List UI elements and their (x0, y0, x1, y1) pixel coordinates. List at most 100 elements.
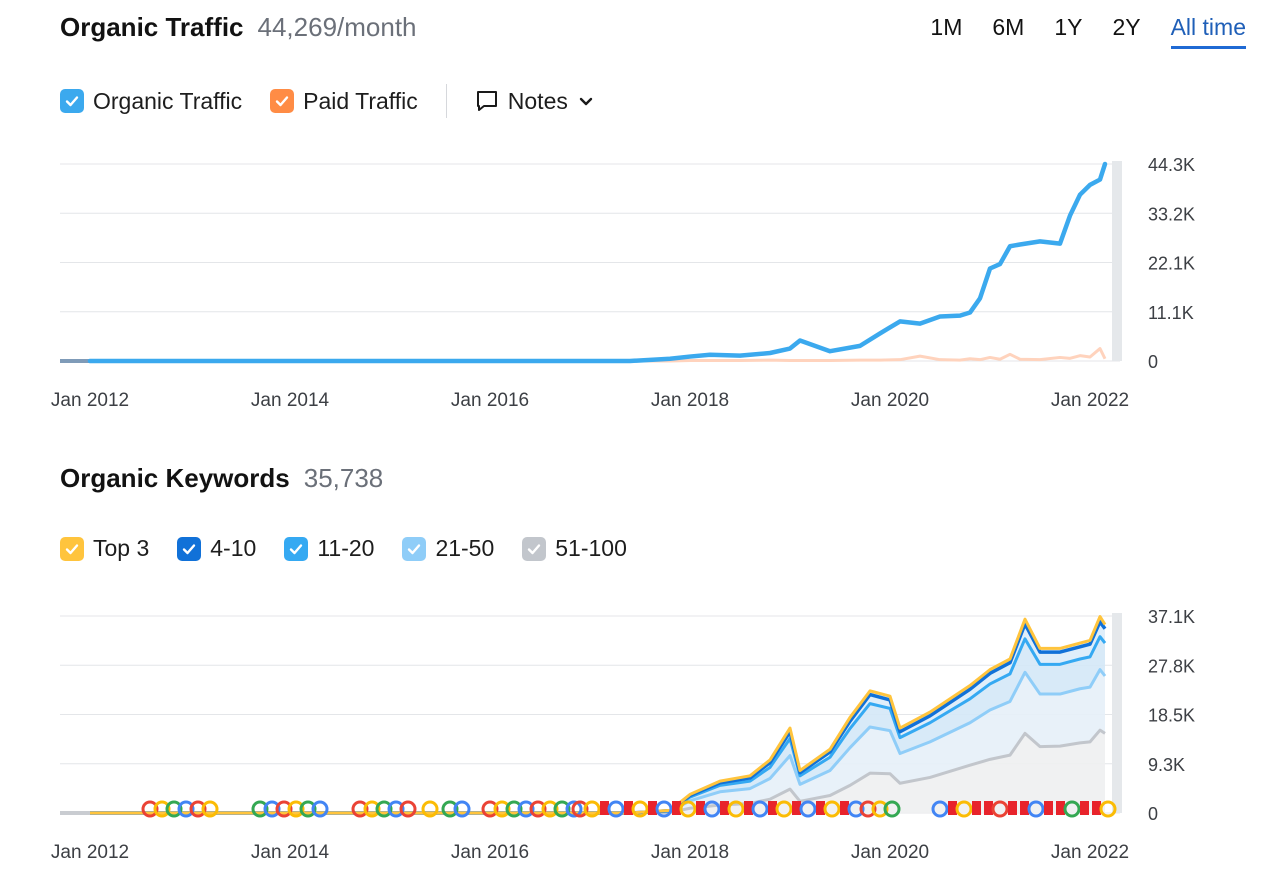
range-2y[interactable]: 2Y (1112, 14, 1141, 40)
update-marker-flag (624, 801, 633, 815)
latest-period-band (1112, 161, 1122, 361)
range-6m[interactable]: 6M (992, 14, 1025, 40)
traffic-value: 44,269/month (257, 12, 417, 42)
traffic-header: Organic Traffic 44,269/month (60, 12, 417, 43)
update-marker-g (883, 800, 901, 818)
checkbox-icon[interactable] (270, 89, 295, 113)
range-all-time[interactable]: All time (1170, 14, 1246, 49)
update-marker-flag (816, 801, 825, 815)
update-marker-g (847, 800, 865, 818)
legend-organic-traffic[interactable]: Organic Traffic (60, 88, 242, 115)
keywords-title: Organic Keywords (60, 463, 290, 493)
legend-11-20[interactable]: 11-20 (284, 535, 374, 562)
update-marker-g (859, 800, 877, 818)
x-tick-label: Jan 2020 (851, 390, 929, 411)
y-tick-label: 27.8K (1148, 656, 1195, 676)
update-marker-flag (792, 801, 801, 815)
y-tick-label: 9.3K (1148, 755, 1185, 775)
update-marker-flag (1080, 801, 1089, 815)
range-1y[interactable]: 1Y (1054, 14, 1083, 40)
update-marker-flag (840, 801, 849, 815)
x-tick-label: Jan 2018 (651, 842, 729, 863)
update-marker-flag (720, 801, 729, 815)
update-marker-flag (696, 801, 705, 815)
update-marker-flag (744, 801, 753, 815)
update-marker-g (553, 800, 571, 818)
update-marker-g (1063, 800, 1081, 818)
update-marker-g (679, 800, 697, 818)
update-marker-flag (1056, 801, 1065, 815)
traffic-chart: 0 11.1K 22.1K 33.2K 44.3K Jan 2012 Jan 2014 Jan… (0, 140, 1280, 435)
update-marker-g (177, 800, 195, 818)
update-marker-g (275, 800, 293, 818)
x-tick-label: Jan 2018 (651, 390, 729, 411)
update-marker-g (583, 800, 601, 818)
legend-label: 51-100 (555, 535, 627, 561)
x-tick-label: Jan 2014 (251, 842, 330, 863)
update-marker-g (421, 800, 439, 818)
update-marker-flag (600, 801, 609, 815)
update-marker-g (607, 800, 625, 818)
legend-label: 21-50 (435, 535, 495, 561)
update-marker-g (703, 800, 721, 818)
legend-4-10[interactable]: 4-10 (177, 535, 256, 562)
update-marker-flag (648, 801, 657, 815)
update-marker-flag (984, 801, 993, 815)
update-marker-g (453, 800, 471, 818)
notes-dropdown[interactable]: Notes (475, 88, 595, 115)
series-line-organic-traffic (87, 161, 1108, 364)
update-marker-g (655, 800, 673, 818)
update-marker-g (153, 800, 171, 818)
checkbox-icon[interactable] (60, 536, 84, 561)
keywords-header: Organic Keywords 35,738 (60, 463, 383, 494)
update-marker-g (799, 800, 817, 818)
update-marker-flag (1044, 801, 1053, 815)
update-marker-flag (972, 801, 981, 815)
comment-icon (476, 91, 497, 111)
legend-top-3[interactable]: Top 3 (60, 535, 149, 562)
update-marker-g (263, 800, 281, 818)
update-marker-g (955, 800, 973, 818)
keywords-legend: Top 3 4-10 11-20 21-50 51-100 (60, 535, 655, 562)
update-marker-g (517, 800, 535, 818)
checkbox-icon[interactable] (60, 89, 84, 113)
update-marker-g (351, 800, 369, 818)
chevron-down-icon (579, 97, 593, 106)
update-marker-flag (1020, 801, 1029, 815)
update-marker-flag (948, 801, 957, 815)
legend-label: Organic Traffic (93, 87, 243, 114)
update-marker-flag (672, 801, 681, 815)
time-range-selector: 1M 6M 1Y 2Y All time (930, 14, 1246, 49)
update-marker-g (991, 800, 1009, 818)
update-marker-g (387, 800, 405, 818)
update-marker-g (165, 800, 183, 818)
y-tick-label: 18.5K (1148, 706, 1195, 726)
range-1m[interactable]: 1M (930, 14, 963, 40)
y-tick-label: 44.3K (1148, 155, 1195, 175)
y-tick-label: 0 (1148, 804, 1158, 824)
update-marker-g (299, 800, 317, 818)
y-tick-label: 0 (1148, 352, 1158, 372)
update-marker-g (775, 800, 793, 818)
checkbox-icon[interactable] (284, 536, 309, 561)
update-marker-g (481, 800, 499, 818)
keywords-value: 35,738 (303, 463, 384, 493)
x-tick-label: Jan 2022 (1051, 842, 1129, 863)
legend-label: Paid Traffic (303, 87, 418, 114)
update-marker-g (493, 800, 511, 818)
checkbox-icon[interactable] (402, 536, 427, 561)
update-marker-flag (1008, 801, 1017, 815)
legend-21-50[interactable]: 21-50 (402, 535, 494, 562)
traffic-chart-svg: 0 11.1K 22.1K 33.2K 44.3K Jan 2012 Jan 2014 Jan… (51, 155, 1195, 411)
update-marker-g (565, 800, 583, 818)
update-marker-flag (1092, 801, 1101, 815)
checkbox-icon[interactable] (177, 536, 202, 561)
update-marker-g (823, 800, 841, 818)
legend-label: Top 3 (93, 535, 150, 561)
update-marker-g (751, 800, 769, 818)
legend-51-100[interactable]: 51-100 (522, 535, 627, 562)
legend-paid-traffic[interactable]: Paid Traffic (270, 88, 418, 115)
checkbox-icon[interactable] (522, 536, 547, 561)
update-marker-g (1027, 800, 1045, 818)
legend-divider (445, 84, 447, 118)
